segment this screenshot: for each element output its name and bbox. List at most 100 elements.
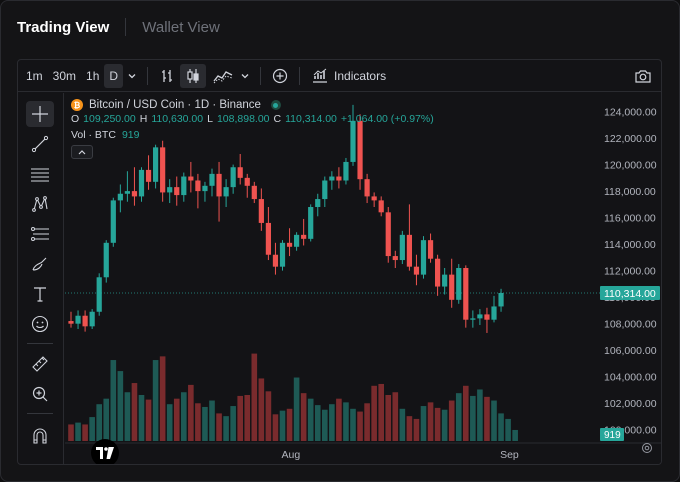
interval-30m[interactable]: 30m [52, 68, 77, 83]
candle-body [343, 161, 349, 181]
volume-bar [364, 403, 370, 441]
settings-icon[interactable] [641, 441, 653, 459]
volume-bar [378, 383, 384, 441]
pattern-icon[interactable] [26, 191, 54, 217]
candle-body [435, 258, 441, 287]
emoji-icon[interactable] [26, 311, 54, 337]
candle-body [209, 173, 215, 186]
volume-bar [463, 385, 469, 441]
compare-bars-icon[interactable] [154, 64, 180, 88]
candle-body [484, 314, 490, 320]
candle-body [265, 222, 271, 255]
volume-value: 919 [121, 129, 140, 141]
candle-body [258, 199, 264, 223]
text-icon[interactable] [26, 281, 54, 307]
trend-line-icon[interactable] [26, 131, 54, 157]
candle-body [336, 176, 342, 181]
candle-body [110, 200, 116, 243]
candle-body [315, 199, 321, 208]
candle-body [131, 191, 138, 197]
candle-body [251, 185, 257, 200]
interval-1m[interactable]: 1m [26, 68, 43, 83]
candle-body [427, 240, 434, 259]
candle-body [174, 187, 180, 196]
tradingview-logo[interactable] [91, 439, 119, 464]
volume-bar [279, 410, 286, 441]
candle-body [399, 234, 405, 261]
volume-bar [223, 416, 229, 441]
interval-1h[interactable]: 1h [86, 68, 100, 83]
volume-bar [124, 392, 131, 441]
volume-bar [209, 400, 215, 441]
candle-body [124, 191, 130, 194]
price-axis-label: 102,000.00 [604, 398, 657, 410]
volume-bar [272, 414, 279, 441]
magnet-icon[interactable] [26, 423, 54, 449]
candle-body [470, 318, 476, 320]
volume-bar [399, 408, 406, 441]
volume-bar [477, 389, 483, 441]
volume-bar [357, 411, 363, 441]
drawing-toolbar [18, 93, 64, 464]
zoom-icon[interactable] [26, 381, 54, 407]
chevron-down-icon[interactable] [123, 64, 141, 88]
candle-body [371, 196, 377, 201]
volume-bar [216, 413, 222, 441]
high-label: H [139, 113, 148, 125]
candle-body [82, 315, 88, 327]
crosshair-icon[interactable] [26, 101, 54, 127]
candle-body [456, 268, 462, 300]
volume-bar [371, 385, 377, 441]
candle-body [237, 167, 243, 178]
candle-body [202, 185, 208, 192]
candle-body [322, 180, 328, 200]
candle-body [420, 240, 427, 275]
chevron-up-icon [78, 150, 86, 155]
volume-bar [350, 408, 356, 441]
indicators-button[interactable]: Indicators [306, 64, 392, 88]
view-switcher: Trading View Wallet View [17, 17, 220, 37]
fib-tool-icon[interactable] [26, 221, 54, 247]
candle-body [350, 120, 356, 162]
candle-body [272, 254, 279, 267]
area-chart-icon[interactable] [210, 64, 236, 88]
tab-trading-view[interactable]: Trading View [17, 18, 110, 36]
last-price-label: 110,314.00 [604, 288, 656, 300]
candles-icon[interactable] [180, 63, 207, 88]
candle-body [413, 266, 420, 275]
collapse-legend-button[interactable] [71, 145, 93, 159]
candle-body [491, 306, 497, 320]
volume-bar [420, 406, 427, 441]
view-divider [125, 18, 127, 36]
candle-body [392, 256, 398, 261]
volume-bar [173, 398, 180, 441]
volume-bar [392, 392, 399, 441]
candle-body [216, 173, 222, 197]
price-chart[interactable]: 124,000.00 122,000.00 120,000.00 118,000.00… [65, 93, 661, 465]
price-axis-label: 118,000.00 [604, 186, 656, 198]
ruler-icon[interactable] [26, 351, 54, 377]
candle-body [294, 234, 300, 247]
camera-icon[interactable] [631, 64, 655, 88]
volume-bar [82, 424, 88, 441]
candle-body [442, 274, 448, 287]
interval-d[interactable]: D [104, 63, 124, 88]
horizontal-lines-icon[interactable] [26, 161, 54, 187]
brush-icon[interactable] [26, 251, 54, 277]
candle-body [138, 169, 145, 197]
chevron-down-icon[interactable] [236, 64, 254, 88]
low-label: L [207, 113, 213, 125]
volume-bar [96, 404, 102, 441]
add-symbol-icon[interactable] [267, 64, 293, 88]
candle-body [223, 187, 229, 197]
candle-body [498, 293, 504, 307]
volume-bar [441, 409, 448, 441]
volume-bar [244, 395, 251, 441]
price-axis-label: 120,000.00 [604, 160, 657, 172]
tab-wallet-view[interactable]: Wallet View [142, 18, 220, 36]
tools-divider [27, 343, 53, 344]
chart-area[interactable]: 124,000.00 122,000.00 120,000.00 118,000.00… [65, 93, 661, 465]
volume-bar [202, 406, 208, 441]
open-value: 109,250.00 [83, 113, 136, 125]
